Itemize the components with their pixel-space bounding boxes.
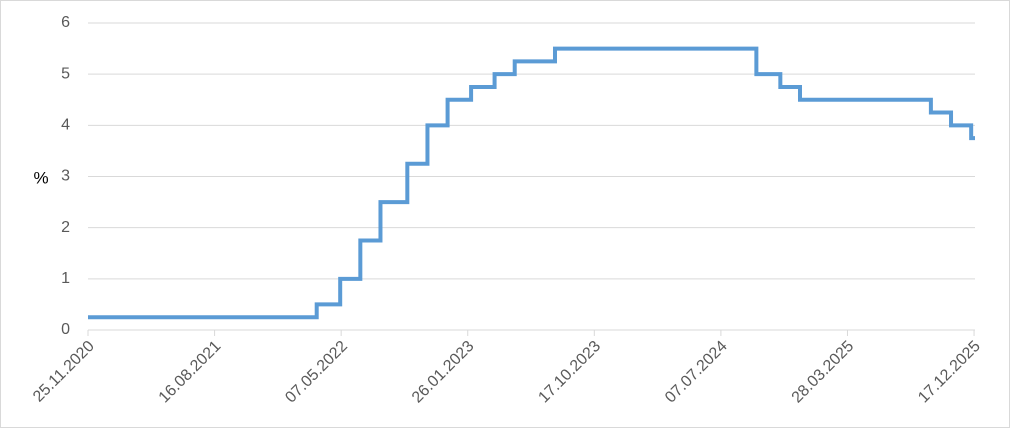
y-tick-label: 2 — [61, 219, 70, 236]
y-tick-label: 0 — [61, 321, 70, 338]
y-tick-label: 3 — [61, 168, 70, 185]
y-axis-label: % — [33, 168, 48, 187]
y-tick-label: 6 — [61, 14, 70, 31]
y-tick-label: 4 — [61, 117, 70, 134]
data-line — [88, 46, 975, 320]
y-tick-label: 5 — [61, 65, 70, 82]
y-tick-label: 1 — [61, 270, 70, 287]
